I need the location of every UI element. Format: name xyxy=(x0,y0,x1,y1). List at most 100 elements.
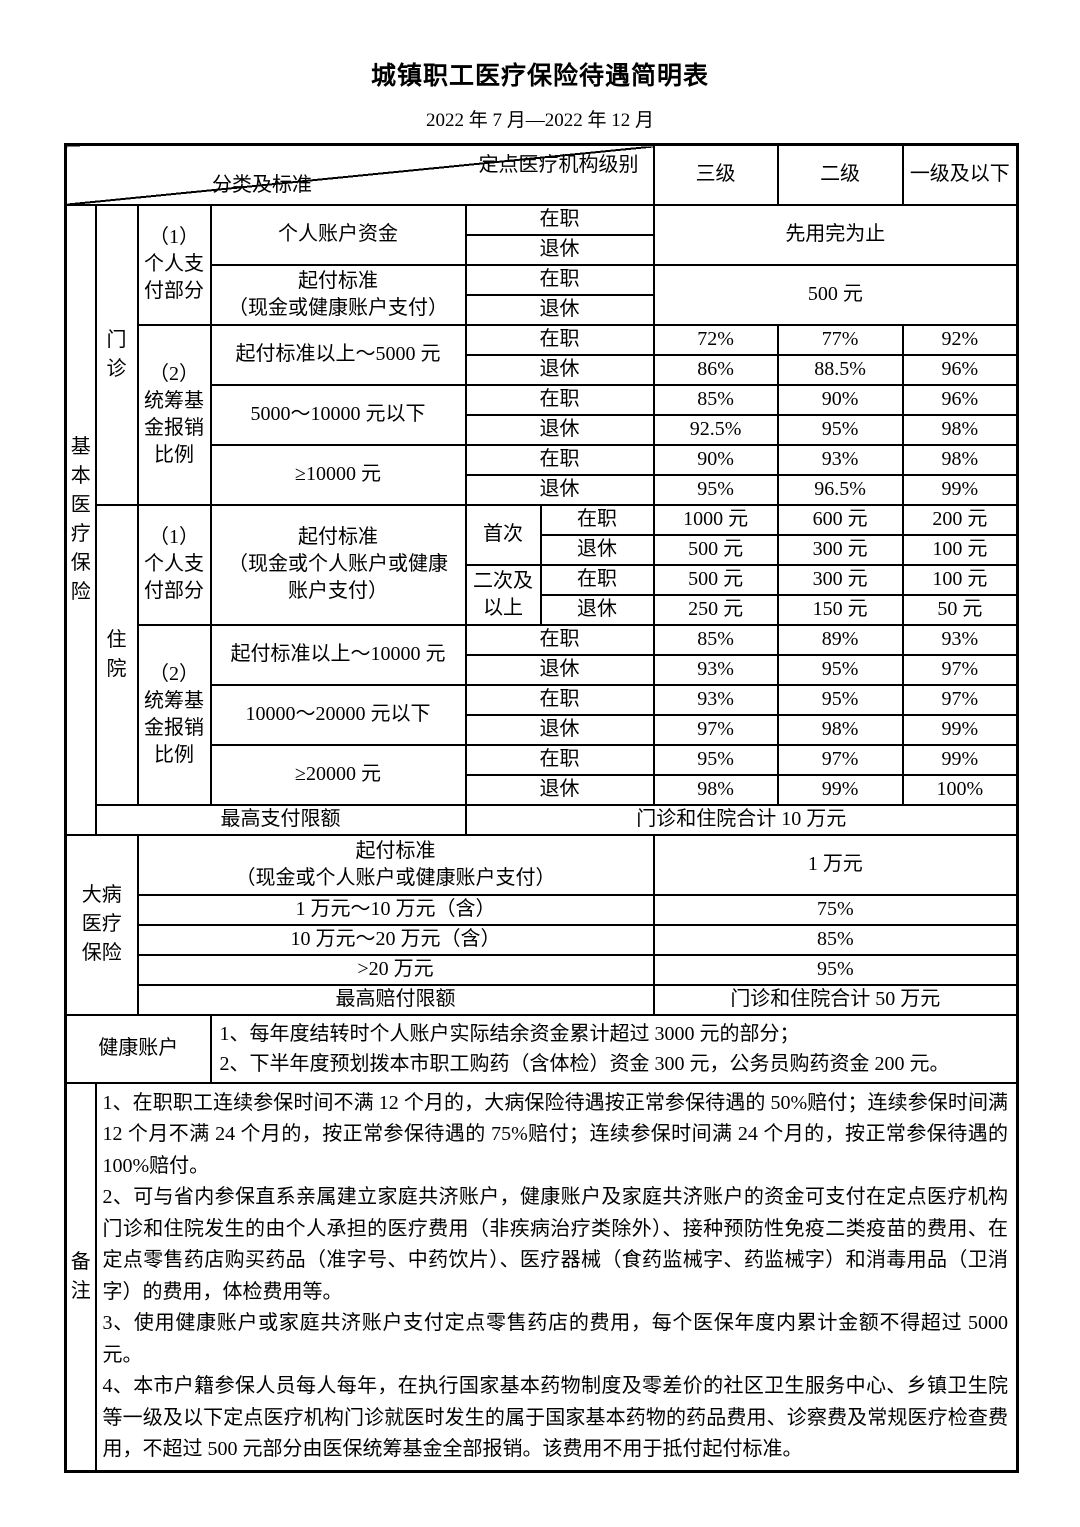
value-cell: 93% xyxy=(652,683,779,716)
health-account-text: 1、每年度结转时个人账户实际结余资金累计超过 3000 元的部分； 2、下半年度… xyxy=(209,1013,1019,1084)
header-institution-level-label: 定点医疗机构级别 xyxy=(478,154,639,176)
serious-deductible-value: 1 万元 xyxy=(652,833,1019,896)
value-cell: 95% xyxy=(776,413,904,446)
outpatient-pooled-tier2-desc: 5000～10000 元以下 xyxy=(209,383,467,446)
header-diagonal-cell: 定点医疗机构级别 分类及标准 xyxy=(64,143,655,206)
value-cell: 95% xyxy=(652,743,779,776)
inpatient-pooled-tier2-desc: 10000～20000 元以下 xyxy=(209,683,467,746)
value-cell: 90% xyxy=(776,383,904,416)
retired-label: 退休 xyxy=(464,293,655,326)
employed-label: 在职 xyxy=(464,743,655,776)
value-cell: 97% xyxy=(652,713,779,746)
max-pay-label: 最高支付限额 xyxy=(94,803,467,836)
page-title: 城镇职工医疗保险待遇简明表 xyxy=(370,63,709,90)
value-cell: 95% xyxy=(652,473,779,506)
value-cell: 93% xyxy=(901,623,1019,656)
employed-label: 在职 xyxy=(464,203,655,236)
value-cell: 200 元 xyxy=(901,503,1019,536)
value-cell: 90% xyxy=(652,443,779,476)
value-cell: 96% xyxy=(901,383,1019,416)
serious-tier3-desc: >20 万元 xyxy=(136,953,655,986)
value-cell: 98% xyxy=(901,443,1019,476)
value-cell: 77% xyxy=(776,323,904,356)
value-cell: 95% xyxy=(776,653,904,686)
serious-tier2-desc: 10 万元～20 万元（含） xyxy=(136,923,655,956)
employed-label: 在职 xyxy=(539,563,655,596)
retired-label: 退休 xyxy=(464,353,655,386)
value-cell: 97% xyxy=(901,653,1019,686)
inpatient-pooled-part-label: （2） 统筹基 金报销 比例 xyxy=(136,623,212,806)
value-cell: 92.5% xyxy=(652,413,779,446)
health-account-line2: 2、下半年度预划拨本市职工购药（含体检）资金 300 元，公务员购药资金 200… xyxy=(219,1052,950,1075)
header-col-level3: 三级 xyxy=(652,143,779,206)
serious-tier1-desc: 1 万元～10 万元（含） xyxy=(136,893,655,926)
value-cell: 72% xyxy=(652,323,779,356)
value-cell: 98% xyxy=(901,413,1019,446)
retired-label: 退休 xyxy=(539,533,655,566)
value-cell: 100% xyxy=(901,773,1019,806)
max-claim-value: 门诊和住院合计 50 万元 xyxy=(652,983,1019,1016)
inpatient-text: 住院 xyxy=(106,628,127,680)
value-cell: 88.5% xyxy=(776,353,904,386)
value-cell: 93% xyxy=(776,443,904,476)
value-cell: 99% xyxy=(901,473,1019,506)
health-account-line1: 1、每年度结转时个人账户实际结余资金累计超过 3000 元的部分； xyxy=(219,1022,800,1045)
remark-1: 1、在职职工连续参保时间不满 12 个月的，大病保险待遇按正常参保待遇的 50%… xyxy=(102,1091,1009,1177)
value-cell: 97% xyxy=(776,743,904,776)
outpatient-account-desc: 个人账户资金 xyxy=(209,203,467,266)
value-cell: 600 元 xyxy=(776,503,904,536)
value-cell: 85% xyxy=(652,623,779,656)
value-cell: 97% xyxy=(901,683,1019,716)
value-cell: 100 元 xyxy=(901,563,1019,596)
value-cell: 96.5% xyxy=(776,473,904,506)
value-cell: 96% xyxy=(901,353,1019,386)
remark-2: 2、可与省内参保直系亲属建立家庭共济账户，健康账户及家庭共济账户的资金可支付在定… xyxy=(102,1186,1009,1303)
retired-label: 退休 xyxy=(464,713,655,746)
retired-label: 退休 xyxy=(464,653,655,686)
outpatient-personal-part-label: （1） 个人支 付部分 xyxy=(136,203,212,326)
header-col-level1: 一级及以下 xyxy=(901,143,1019,206)
serious-tier3-value: 95% xyxy=(652,953,1019,986)
serious-tier2-value: 85% xyxy=(652,923,1019,956)
inpatient-pooled-tier1-desc: 起付标准以上～10000 元 xyxy=(209,623,467,686)
basic-insurance-text: 基本医疗保险 xyxy=(70,435,91,603)
value-cell: 98% xyxy=(652,773,779,806)
employed-label: 在职 xyxy=(464,623,655,656)
subsequent-admission-label: 二次及 以上 xyxy=(464,563,542,626)
remark-4: 4、本市户籍参保人员每人每年，在执行国家基本药物制度及零差价的社区卫生服务中心、… xyxy=(102,1375,1009,1460)
first-admission-label: 首次 xyxy=(464,503,542,566)
value-cell: 250 元 xyxy=(652,593,779,626)
outpatient-account-value: 先用完为止 xyxy=(652,203,1019,266)
value-cell: 100 元 xyxy=(901,533,1019,566)
outpatient-text: 门诊 xyxy=(106,328,127,380)
value-cell: 300 元 xyxy=(776,563,904,596)
value-cell: 1000 元 xyxy=(652,503,779,536)
serious-insurance-text: 大病医疗保险 xyxy=(81,884,122,964)
benefits-table: 定点医疗机构级别 分类及标准 三级 二级 一级及以下 基本医疗保险 门诊 （1）… xyxy=(64,143,1020,1473)
max-claim-label: 最高赔付限额 xyxy=(136,983,655,1016)
inpatient-deductible-desc: 起付标准 （现金或个人账户或健康 账户支付） xyxy=(209,503,467,626)
outpatient-deductible-value: 500 元 xyxy=(652,263,1019,326)
health-account-label: 健康账户 xyxy=(64,1013,212,1084)
value-cell: 99% xyxy=(901,713,1019,746)
value-cell: 93% xyxy=(652,653,779,686)
employed-label: 在职 xyxy=(539,503,655,536)
inpatient-label: 住院 xyxy=(94,503,139,806)
retired-label: 退休 xyxy=(464,233,655,266)
remark-3: 3、使用健康账户或家庭共济账户支付定点零售药店的费用，每个医保年度内累计金额不得… xyxy=(102,1312,1009,1366)
inpatient-pooled-tier3-desc: ≥20000 元 xyxy=(209,743,467,806)
outpatient-label: 门诊 xyxy=(94,203,139,506)
employed-label: 在职 xyxy=(464,383,655,416)
remarks-text-label: 备注 xyxy=(70,1250,91,1302)
header-col-level2: 二级 xyxy=(776,143,904,206)
employed-label: 在职 xyxy=(464,263,655,296)
value-cell: 300 元 xyxy=(776,533,904,566)
value-cell: 98% xyxy=(776,713,904,746)
value-cell: 89% xyxy=(776,623,904,656)
remarks-label: 备注 xyxy=(64,1081,97,1472)
outpatient-pooled-part-label: （2） 统筹基 金报销 比例 xyxy=(136,323,212,506)
employed-label: 在职 xyxy=(464,683,655,716)
header-category-label: 分类及标准 xyxy=(212,173,312,196)
value-cell: 99% xyxy=(901,743,1019,776)
value-cell: 150 元 xyxy=(776,593,904,626)
